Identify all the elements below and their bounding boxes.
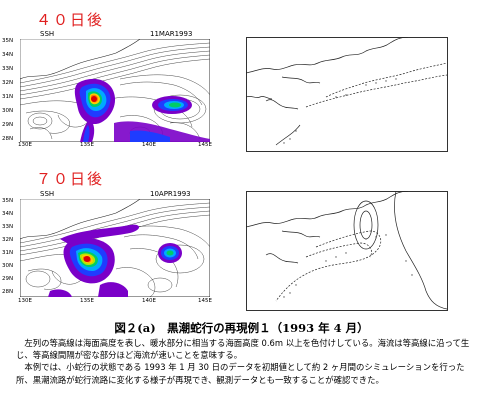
lat-tick: 29N [2, 276, 14, 282]
lat-tick: 32N [2, 237, 14, 243]
lat-tick: 29N [2, 122, 14, 128]
lat-tick: 32N [2, 80, 14, 86]
lat-tick: 28N [2, 136, 14, 142]
panel-label-70-days: ７０日後 [36, 170, 105, 188]
lon-tick: 130E [18, 298, 32, 304]
map-variable-label: SSH [40, 30, 55, 38]
lat-tick: 33N [2, 224, 14, 230]
lat-tick: 34N [2, 211, 14, 217]
lon-tick: 145E [198, 298, 212, 304]
contour-map [20, 199, 210, 297]
lat-tick: 34N [2, 52, 14, 58]
coastline-map-70-days [246, 191, 448, 311]
description-text: 左列の等高線は海面高度を表し、暖水部分に相当する海面高度 0.6m 以上を色付け… [16, 337, 476, 386]
coastline-figure [246, 191, 448, 311]
figure-caption: 図２(a) 黒潮蛇行の再現例１（1993 年 4 月） [114, 321, 369, 335]
lat-tick: 28N [2, 289, 14, 295]
paragraph-1: 左列の等高線は海面高度を表し、暖水部分に相当する海面高度 0.6m 以上を色付け… [16, 338, 470, 361]
lon-tick: 130E [18, 142, 32, 148]
ssh-map-40-days: SSH 11MAR1993 35N 34N 33N 32N 31N 30N 29… [0, 30, 220, 160]
lat-tick: 31N [2, 94, 14, 100]
lat-tick: 31N [2, 250, 14, 256]
lon-tick: 145E [198, 142, 212, 148]
map-date-label: 10APR1993 [150, 190, 191, 198]
paragraph-2: 本例では、小蛇行の状態である 1993 年 1 月 30 日のデータを初期値とし… [16, 362, 465, 385]
lat-tick: 35N [2, 38, 14, 44]
map-date-label: 11MAR1993 [150, 30, 193, 38]
lat-tick: 30N [2, 108, 14, 114]
lat-tick: 30N [2, 263, 14, 269]
lat-tick: 33N [2, 66, 14, 72]
coastline-map-40-days [246, 37, 448, 152]
ssh-map-70-days: SSH 10APR1993 35N 34N 33N 32N 31N 30N 29… [0, 190, 220, 315]
lon-tick: 135E [80, 298, 94, 304]
coastline-figure [246, 37, 448, 152]
panel-label-40-days: ４０日後 [36, 11, 105, 29]
lat-tick: 35N [2, 198, 14, 204]
lon-tick: 135E [80, 142, 94, 148]
contour-map [20, 39, 210, 142]
lon-tick: 140E [142, 298, 156, 304]
lon-tick: 140E [142, 142, 156, 148]
map-variable-label: SSH [40, 190, 55, 198]
